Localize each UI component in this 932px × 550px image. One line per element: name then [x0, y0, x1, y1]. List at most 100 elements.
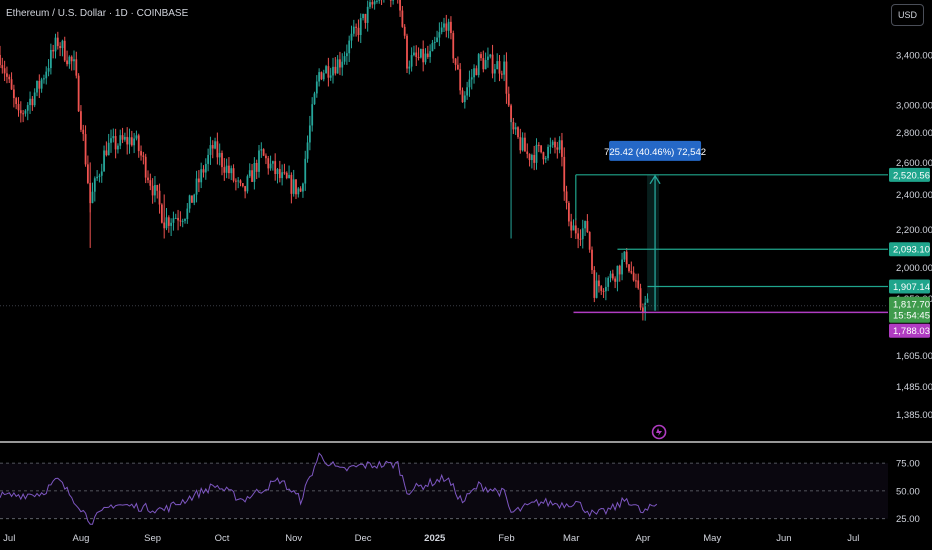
candle-body: [98, 175, 101, 177]
candle-body: [142, 155, 145, 157]
candle-body: [308, 125, 311, 143]
candle-body: [389, 0, 392, 1]
candle-body: [609, 273, 612, 278]
candle-body: [607, 277, 610, 287]
candle-body: [540, 145, 543, 153]
candle-body: [45, 71, 48, 79]
candle-body: [158, 190, 161, 205]
candle-body: [373, 1, 376, 5]
candle-body: [167, 217, 170, 226]
candle-body: [466, 87, 469, 96]
candle-body: [493, 69, 496, 74]
candle-body: [121, 135, 124, 140]
candle-body: [288, 174, 290, 179]
candle-body: [533, 154, 536, 163]
candle-body: [19, 110, 22, 114]
candle-body: [456, 64, 459, 70]
candle-body: [179, 220, 182, 222]
candle-body: [544, 158, 547, 160]
candle-body: [431, 43, 434, 52]
candle-body: [311, 104, 314, 126]
candle-body: [232, 168, 235, 181]
candle-body: [75, 59, 78, 76]
candle-body: [304, 158, 307, 184]
candle-body: [197, 178, 200, 183]
candle-body: [112, 136, 115, 139]
candle-body: [352, 26, 355, 34]
candle-body: [618, 265, 621, 275]
candle-body: [133, 138, 136, 146]
candle-body: [355, 26, 358, 28]
candle-body: [322, 73, 325, 80]
candle-body: [56, 37, 59, 47]
candle-body: [123, 136, 126, 140]
candle-body: [200, 169, 203, 183]
candle-body: [635, 280, 637, 282]
level-tag-3-box: [889, 279, 930, 294]
candle-body: [567, 202, 570, 222]
candle-body: [271, 161, 274, 164]
candle-body: [517, 127, 519, 138]
time-axis: Jul Aug Sep Oct Nov Dec 2025 Feb Mar Apr May Jun Jul: [3, 533, 859, 544]
candle-body: [376, 0, 378, 2]
candle-body: [357, 27, 360, 35]
candle-body: [117, 145, 119, 150]
candle-body: [417, 56, 420, 58]
candle-body: [535, 144, 538, 163]
candle-body: [621, 259, 623, 275]
candle-body: [598, 280, 600, 287]
candle-body: [149, 180, 152, 186]
support-tag-box: [889, 323, 930, 338]
candle-body: [604, 286, 607, 292]
candle-body: [369, 2, 371, 7]
candle-body: [433, 41, 436, 44]
candle-body: [165, 217, 168, 229]
candle-body: [43, 78, 45, 80]
candle-body: [408, 66, 411, 69]
candle-body: [6, 73, 8, 77]
currency-button[interactable]: USD: [891, 4, 924, 26]
candle-body: [174, 217, 177, 219]
candle-body: [406, 35, 408, 69]
candle-body: [473, 68, 475, 78]
candle-body: [436, 37, 438, 42]
candle-body: [572, 225, 575, 231]
candle-body: [341, 61, 344, 68]
candle-body: [403, 26, 406, 36]
candle-body: [251, 170, 253, 182]
level-tag-1-label: 2,520.56: [893, 170, 930, 181]
measure-arrow-head: [649, 174, 661, 185]
candle-body: [561, 140, 563, 157]
candle-body: [31, 98, 34, 106]
candle-body: [151, 185, 154, 196]
candle-body: [26, 105, 29, 111]
candle-body: [8, 76, 11, 80]
candle-body: [554, 141, 556, 148]
candle-body: [542, 152, 545, 160]
candle-body: [461, 90, 464, 103]
candle-body: [577, 233, 580, 239]
candle-body: [459, 69, 462, 91]
candle-body: [186, 208, 189, 220]
level-tag-2-label: 2,093.10: [893, 245, 930, 256]
candle-body: [10, 79, 13, 90]
candle-body: [61, 40, 64, 49]
alert-icon-bolt: [656, 428, 663, 436]
candle-body: [246, 176, 249, 192]
candle-body: [579, 238, 582, 240]
candle-body: [595, 280, 598, 298]
candle-body: [100, 171, 103, 176]
candle-body: [105, 150, 108, 156]
candle-body: [489, 54, 492, 57]
candle-body: [137, 135, 140, 152]
candle-body: [66, 60, 68, 65]
price-tick-label: 1,485.00: [896, 382, 932, 393]
candle-body: [172, 218, 175, 223]
candle-body: [339, 59, 341, 68]
price-tick-label: 2,000.00: [896, 263, 932, 274]
candle-body: [223, 167, 226, 173]
candle-body: [237, 180, 240, 182]
candle-body: [399, 0, 401, 11]
candle-body: [221, 152, 223, 168]
